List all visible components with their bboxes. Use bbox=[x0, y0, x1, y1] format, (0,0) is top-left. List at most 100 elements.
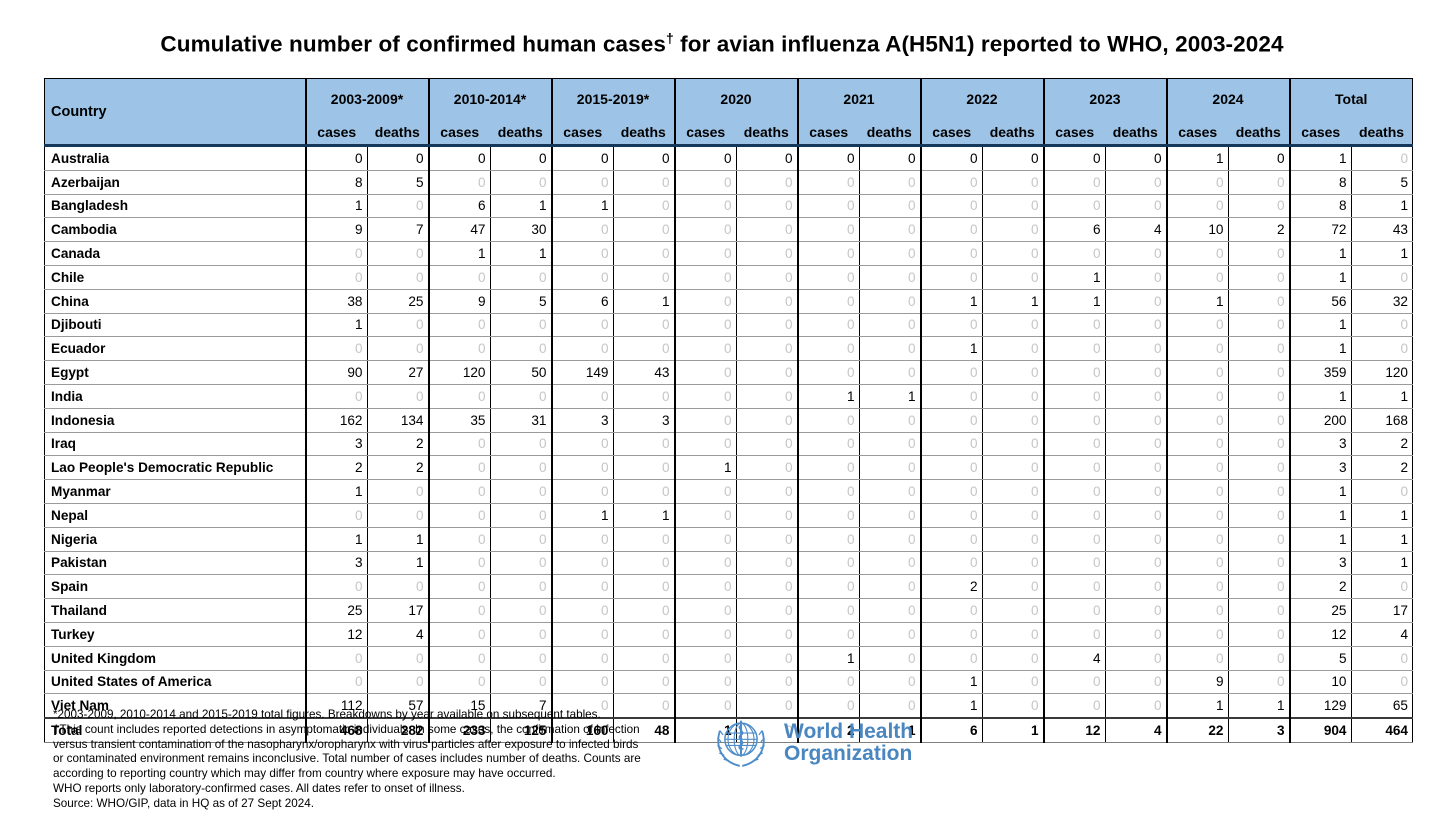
value-cell: 0 bbox=[673, 384, 736, 409]
value-cell: 0 bbox=[427, 455, 490, 481]
subcol-header-deaths: deaths bbox=[367, 119, 429, 147]
value-cell: 0 bbox=[612, 145, 675, 171]
value-cell: 0 bbox=[612, 384, 675, 409]
value-cell: 0 bbox=[981, 336, 1044, 362]
value-cell: 0 bbox=[1042, 622, 1105, 647]
value-cell: 160 bbox=[550, 717, 613, 743]
value-cell: 3 bbox=[1288, 551, 1351, 576]
country-cell: Turkey bbox=[44, 622, 306, 647]
value-cell: 0 bbox=[1104, 432, 1167, 457]
value-cell: 0 bbox=[1104, 693, 1167, 719]
value-cell: 1 bbox=[1288, 313, 1351, 338]
value-cell: 168 bbox=[1350, 408, 1413, 433]
value-cell: 0 bbox=[1350, 646, 1413, 671]
value-cell: 0 bbox=[1042, 408, 1105, 433]
value-cell: 0 bbox=[981, 313, 1044, 338]
value-cell: 0 bbox=[1165, 170, 1228, 195]
value-cell: 0 bbox=[1042, 574, 1105, 600]
table-row: Myanmar 1 0 0 0 0 0 0 0 0 0 0 0 0 0 0 0 1 0 bbox=[44, 479, 1413, 504]
value-cell: 8 bbox=[1288, 170, 1351, 195]
value-cell: 3 bbox=[550, 408, 613, 433]
value-cell: 1 bbox=[1042, 289, 1105, 314]
value-cell: 9 bbox=[427, 289, 490, 314]
value-cell: 1 bbox=[1288, 336, 1351, 362]
value-cell: 0 bbox=[1042, 455, 1105, 481]
value-cell: 0 bbox=[919, 408, 982, 433]
value-cell: 0 bbox=[919, 170, 982, 195]
table-row: Indonesia 162 134 35 31 3 3 0 0 0 0 0 0 0 0 0 0 200 168 bbox=[44, 408, 1413, 433]
value-cell: 0 bbox=[673, 551, 736, 576]
value-cell: 0 bbox=[796, 598, 859, 623]
value-cell: 359 bbox=[1288, 360, 1351, 385]
value-cell: 0 bbox=[1042, 503, 1105, 528]
value-cell: 0 bbox=[796, 503, 859, 528]
value-cell: 1 bbox=[1165, 693, 1228, 719]
value-cell: 0 bbox=[304, 503, 367, 528]
value-cell: 0 bbox=[1227, 527, 1290, 552]
value-cell: 1 bbox=[1042, 265, 1105, 290]
value-cell: 0 bbox=[489, 313, 552, 338]
col-group-header: 2020 bbox=[673, 78, 798, 119]
value-cell: 5 bbox=[1350, 170, 1413, 195]
value-cell: 0 bbox=[304, 145, 367, 171]
value-cell: 0 bbox=[366, 241, 429, 266]
value-cell: 0 bbox=[735, 384, 798, 409]
value-cell: 0 bbox=[1042, 336, 1105, 362]
value-cell: 4 bbox=[366, 622, 429, 647]
value-cell: 0 bbox=[673, 194, 736, 219]
value-cell: 0 bbox=[1227, 289, 1290, 314]
value-cell: 0 bbox=[858, 360, 921, 385]
value-cell: 0 bbox=[735, 574, 798, 600]
value-cell: 65 bbox=[1350, 693, 1413, 719]
value-cell: 0 bbox=[735, 289, 798, 314]
value-cell: 0 bbox=[735, 432, 798, 457]
value-cell: 38 bbox=[304, 289, 367, 314]
value-cell: 0 bbox=[981, 646, 1044, 671]
table-row: Cambodia 9 7 47 30 0 0 0 0 0 0 0 0 6 4 10 2 72 43 bbox=[44, 217, 1413, 243]
value-cell: 0 bbox=[981, 479, 1044, 504]
subcol-header-deaths: deaths bbox=[1105, 119, 1167, 147]
value-cell: 1 bbox=[1288, 265, 1351, 290]
value-cell: 0 bbox=[1165, 408, 1228, 433]
value-cell: 2 bbox=[366, 455, 429, 481]
value-cell: 0 bbox=[612, 265, 675, 290]
value-cell: 1 bbox=[1165, 289, 1228, 314]
value-cell: 10 bbox=[1288, 670, 1351, 695]
value-cell: 9 bbox=[304, 217, 367, 243]
value-cell: 30 bbox=[489, 217, 552, 243]
value-cell: 0 bbox=[673, 289, 736, 314]
value-cell: 0 bbox=[735, 217, 798, 243]
value-cell: 25 bbox=[304, 598, 367, 623]
value-cell: 0 bbox=[919, 432, 982, 457]
value-cell: 0 bbox=[919, 646, 982, 671]
value-cell: 0 bbox=[1227, 336, 1290, 362]
value-cell: 0 bbox=[735, 503, 798, 528]
value-cell: 0 bbox=[796, 408, 859, 433]
value-cell: 4 bbox=[1104, 717, 1167, 743]
value-cell: 0 bbox=[1104, 551, 1167, 576]
value-cell: 27 bbox=[366, 360, 429, 385]
value-cell: 50 bbox=[489, 360, 552, 385]
value-cell: 0 bbox=[1104, 170, 1167, 195]
value-cell: 0 bbox=[981, 384, 1044, 409]
value-cell: 0 bbox=[981, 574, 1044, 600]
country-cell: United States of America bbox=[44, 670, 306, 695]
table-row: Egypt 90 27 120 50 149 43 0 0 0 0 0 0 0 0 0 0 359 120 bbox=[44, 360, 1413, 385]
value-cell: 0 bbox=[550, 527, 613, 552]
value-cell: 0 bbox=[735, 598, 798, 623]
value-cell: 0 bbox=[735, 265, 798, 290]
value-cell: 0 bbox=[1042, 598, 1105, 623]
footnote-line: *2003-2009, 2010-2014 and 2015-2019 tota… bbox=[53, 708, 601, 721]
value-cell: 0 bbox=[858, 479, 921, 504]
country-cell: Lao People's Democratic Republic bbox=[44, 455, 306, 481]
value-cell: 0 bbox=[1104, 527, 1167, 552]
value-cell: 0 bbox=[366, 670, 429, 695]
value-cell: 3 bbox=[304, 551, 367, 576]
value-cell: 25 bbox=[366, 289, 429, 314]
value-cell: 0 bbox=[427, 503, 490, 528]
value-cell: 0 bbox=[981, 265, 1044, 290]
value-cell: 0 bbox=[1227, 598, 1290, 623]
value-cell: 0 bbox=[1042, 670, 1105, 695]
value-cell: 0 bbox=[735, 313, 798, 338]
value-cell: 0 bbox=[489, 384, 552, 409]
